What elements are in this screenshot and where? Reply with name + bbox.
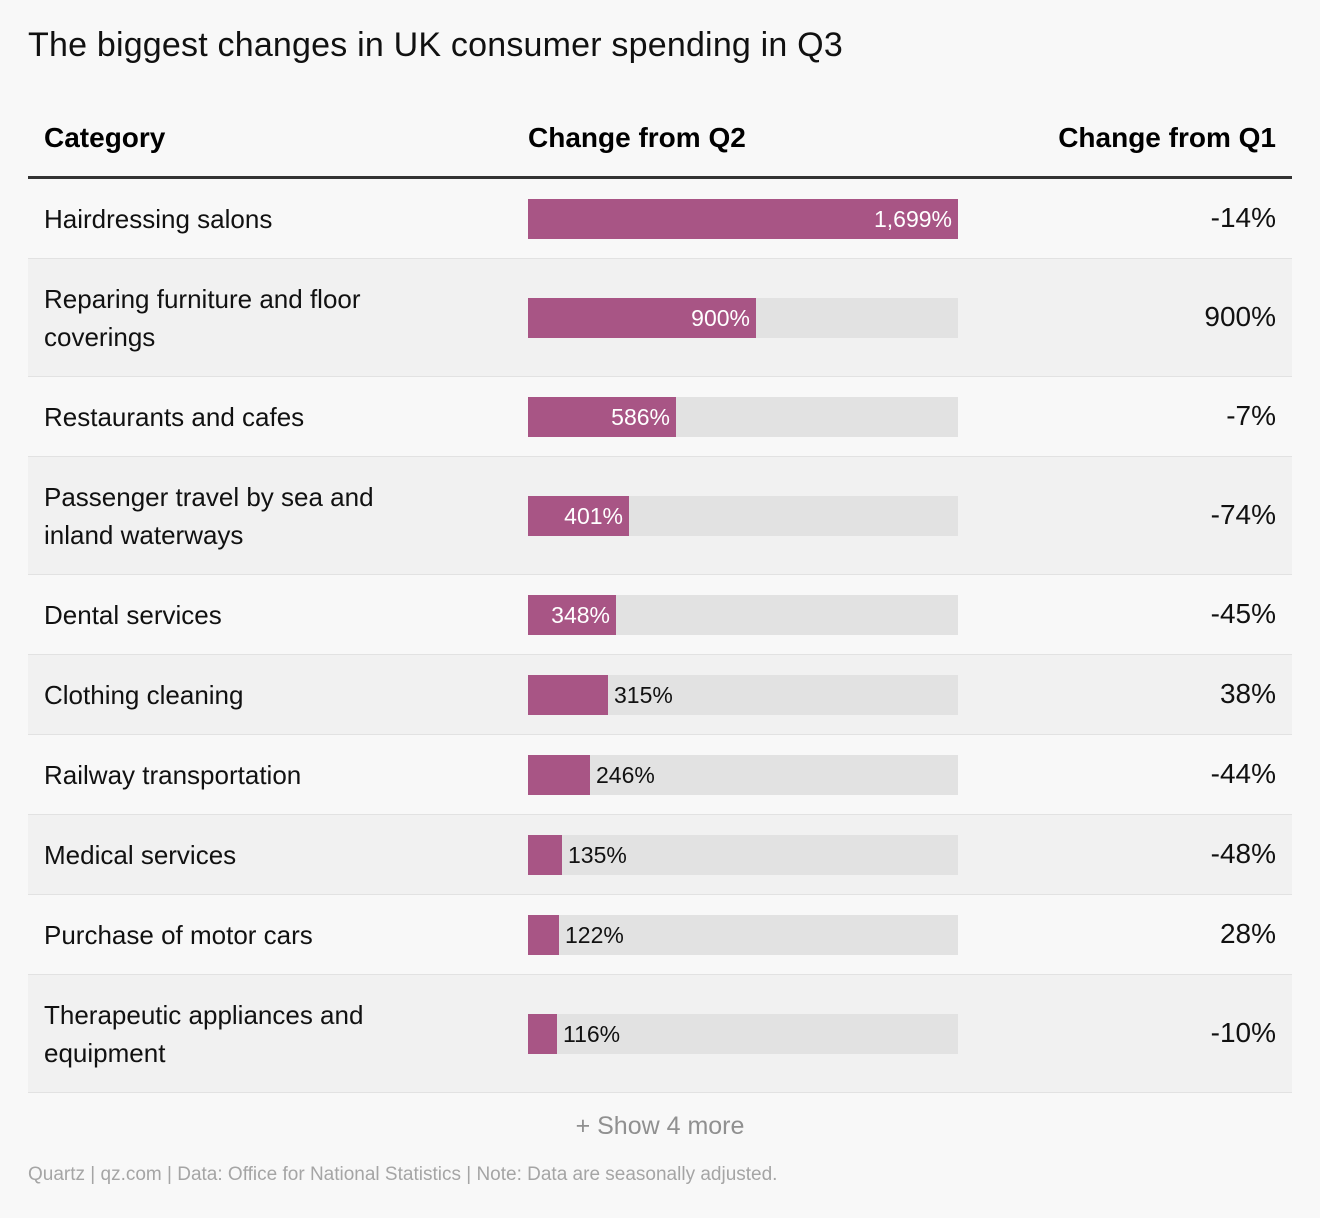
bar-track: 900% xyxy=(528,297,958,338)
row-change-q1: 28% xyxy=(1219,918,1276,949)
bar-fill xyxy=(528,914,559,955)
bar-value-label: 348% xyxy=(551,601,610,628)
row-change-q1: -48% xyxy=(1210,838,1276,869)
bar-fill xyxy=(528,674,608,715)
row-category: Hairdressing salons xyxy=(44,204,273,234)
row-category: Reparing furniture and floor coverings xyxy=(44,284,361,352)
bar-value-label: 1,699% xyxy=(873,205,952,232)
table-row: Clothing cleaning 315% 38% xyxy=(28,655,1292,735)
column-header-category[interactable]: Category xyxy=(44,122,166,153)
bar-fill xyxy=(528,198,958,239)
column-header-change-q1[interactable]: Change from Q1 xyxy=(1058,122,1276,153)
row-category: Therapeutic appliances and equipment xyxy=(44,1000,364,1068)
table-row: Hairdressing salons 1,699% -14% xyxy=(28,179,1292,259)
bar-value-label: 135% xyxy=(568,841,627,868)
row-category: Clothing cleaning xyxy=(44,680,244,710)
table-row: Restaurants and cafes 586% -7% xyxy=(28,377,1292,457)
column-header-change-q2[interactable]: Change from Q2 xyxy=(528,122,746,153)
row-change-q1: -14% xyxy=(1210,202,1276,233)
table-header: Category Change from Q2 Change from Q1 xyxy=(28,108,1292,179)
bar-fill xyxy=(528,834,562,875)
bar-track: 586% xyxy=(528,396,958,437)
row-category: Passenger travel by sea and inland water… xyxy=(44,482,374,550)
table-row: Medical services 135% -48% xyxy=(28,815,1292,895)
bar-track: 135% xyxy=(528,834,958,875)
row-category: Restaurants and cafes xyxy=(44,402,305,432)
bar-track: 246% xyxy=(528,754,958,795)
table-body: Hairdressing salons 1,699% -14% Reparing fu… xyxy=(28,179,1292,1093)
bar-value-label: 122% xyxy=(565,921,624,948)
bar-fill xyxy=(528,594,616,635)
bar-value-label: 116% xyxy=(563,1020,621,1047)
bar-value-label: 401% xyxy=(564,502,623,529)
bar-track: 315% xyxy=(528,674,958,715)
bar-value-label: 246% xyxy=(596,761,655,788)
table-row: Passenger travel by sea and inland water… xyxy=(28,457,1292,575)
row-change-q1: -7% xyxy=(1226,400,1276,431)
row-change-q1: -74% xyxy=(1210,499,1276,530)
bar-fill xyxy=(528,495,629,536)
bar-fill xyxy=(528,1013,557,1054)
row-change-q1: -45% xyxy=(1210,598,1276,629)
bar-track: 116% xyxy=(528,1013,958,1054)
chart-title: The biggest changes in UK consumer spend… xyxy=(28,26,843,64)
bar-value-label: 315% xyxy=(614,681,673,708)
show-more-button[interactable]: + Show 4 more xyxy=(575,1112,745,1140)
row-change-q1: 38% xyxy=(1219,678,1276,709)
row-category: Railway transportation xyxy=(44,760,302,790)
row-change-q1: 900% xyxy=(1204,301,1276,332)
bar-track: 1,699% xyxy=(528,198,958,239)
spending-table: Category Change from Q2 Change from Q1 H… xyxy=(28,108,1292,1093)
bar-fill xyxy=(528,754,590,795)
bar-value-label: 900% xyxy=(691,304,750,331)
row-change-q1: -44% xyxy=(1210,758,1276,789)
table-row: Reparing furniture and floor coverings 90… xyxy=(28,259,1292,377)
table-row: Purchase of motor cars 122% 28% xyxy=(28,895,1292,975)
table-row: Therapeutic appliances and equipment 116%… xyxy=(28,975,1292,1093)
row-change-q1: -10% xyxy=(1210,1017,1276,1048)
table-row: Dental services 348% -45% xyxy=(28,575,1292,655)
bar-value-label: 586% xyxy=(611,403,670,430)
bar-fill xyxy=(528,297,756,338)
row-category: Purchase of motor cars xyxy=(44,920,313,950)
row-category: Dental services xyxy=(44,600,222,630)
row-category: Medical services xyxy=(44,840,237,870)
bar-fill xyxy=(528,396,676,437)
bar-track: 348% xyxy=(528,594,958,635)
bar-track: 401% xyxy=(528,495,958,536)
bar-track: 122% xyxy=(528,914,958,955)
source-footer: Quartz | qz.com | Data: Office for Natio… xyxy=(28,1164,778,1185)
table-row: Railway transportation 246% -44% xyxy=(28,735,1292,815)
